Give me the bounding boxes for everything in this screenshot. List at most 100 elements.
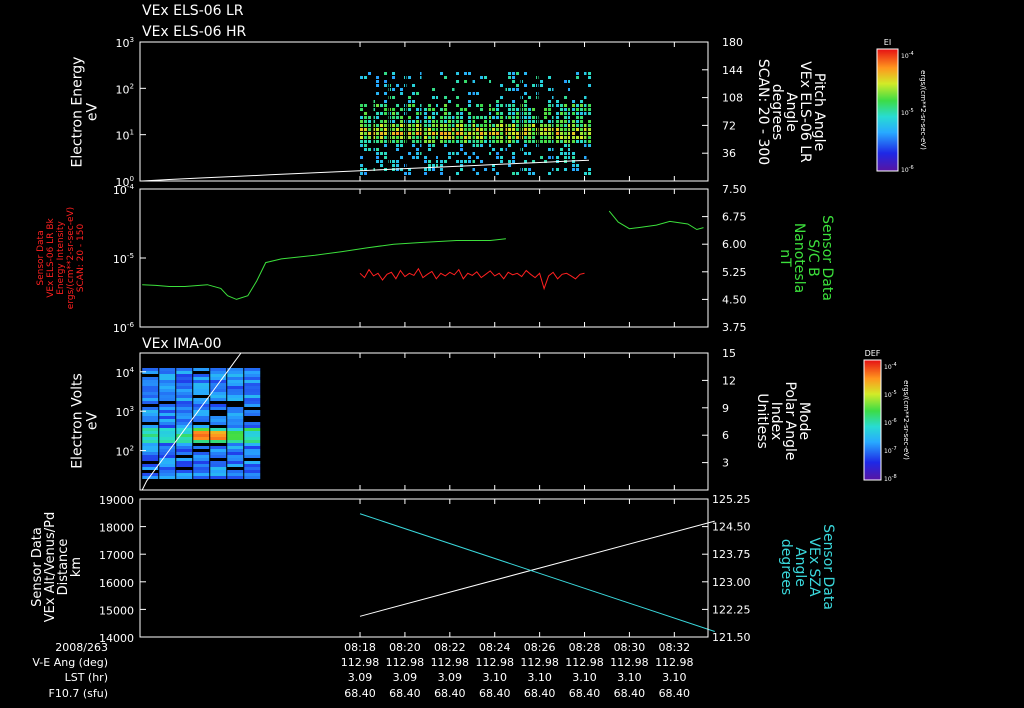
spectrogram-bin [159,383,176,386]
colorbar-stripe [877,130,898,132]
footer-row-label: 2008/263 [55,641,108,654]
spectrogram-bin [384,80,388,83]
spectrogram-bin [456,140,460,143]
spectrogram-bin [468,104,472,107]
spectrogram-bin [244,410,261,413]
colorbar-stripe [864,387,881,389]
spectrogram-bin [428,120,432,123]
spectrogram-bin [396,116,400,119]
colorbar-stripe [864,418,881,420]
spectrogram-bin [572,160,576,163]
panel-1-right-label-line: degrees [769,84,785,140]
y-tick-label: 10-4 [113,182,135,197]
spectrogram-bin [364,148,368,151]
colorbar-stripe [877,158,898,160]
spectrogram-bin [412,132,416,135]
spectrogram-bin [159,407,176,410]
colorbar-stripe [864,471,881,473]
spectrogram-bin [428,144,432,147]
spectrogram-bin [468,124,472,127]
spectrogram-bin [540,136,544,139]
spectrogram-bin [142,467,159,470]
spectrogram-bin [500,104,504,107]
spectrogram-bin [540,128,544,131]
footer-f107-value: 68.40 [344,687,376,700]
spectrogram-bin [376,80,380,83]
spectrogram-bin [380,104,384,107]
spectrogram-bin [176,380,193,383]
colorbar-label: EI [884,38,891,47]
spectrogram-bin [436,164,440,167]
spectrogram-bin [456,80,460,83]
colorbar-stripe [864,462,881,464]
colorbar-stripe [864,393,881,395]
spectrogram-bin [227,422,244,425]
colorbar-stripe [877,100,898,102]
panel-4-ylabel-line: km [69,557,84,577]
spectrogram-bin [572,140,576,143]
spectrogram-bin [544,108,548,111]
time-tick-label: 08:24 [479,641,511,654]
spectrogram-bin [568,136,572,139]
colorbar-stripe [864,432,881,434]
spectrogram-bin [176,377,193,380]
spectrogram-bin [508,136,512,139]
colorbar-stripe [864,455,881,457]
colorbar-stripe [877,93,898,95]
spectrogram-bin [396,136,400,139]
spectrogram-bin [456,72,460,75]
spectrogram-bin [368,136,372,139]
spectrogram-bin [392,76,396,79]
spectrogram-bin [176,473,193,476]
spectrogram-bin [142,464,159,467]
colorbar-stripe [864,409,881,411]
spectrogram-bin [384,132,388,135]
spectrogram-bin [244,371,261,374]
spectrogram-bin [456,120,460,123]
spectrogram-bin [580,124,584,127]
spectrogram-bin [142,425,159,428]
colorbar-stripe [877,153,898,155]
spectrogram-bin [380,120,384,123]
spectrogram-bin [448,136,452,139]
spectrogram-bin [424,124,428,127]
spectrogram-bin [244,380,261,383]
spectrogram-bin [564,144,568,147]
colorbar-stripe [877,140,898,142]
spectrogram-bin [524,136,528,139]
colorbar-stripe [864,388,881,390]
spectrogram-bin [376,112,380,115]
colorbar-stripe [877,102,898,104]
spectrogram-bin [512,100,516,103]
colorbar-stripe [877,88,898,90]
spectrogram-bin [210,434,227,437]
spectrogram-bin [428,148,432,151]
spectrogram-bin [460,108,464,111]
spectrogram-bin [484,140,488,143]
spectrogram-bin [472,124,476,127]
right-tick-label: 6.00 [722,238,747,251]
spectrogram-bin [452,128,456,131]
colorbar-stripe [877,131,898,133]
spectrogram-bin [210,473,227,476]
spectrogram-bin [456,160,460,163]
spectrogram-bin [176,440,193,443]
spectrogram-bin [368,120,372,123]
colorbar-stripe [877,159,898,161]
spectrogram-bin [244,449,261,452]
scan-gap [586,62,589,171]
spectrogram-bin [210,476,227,479]
spectrogram-bin [408,132,412,135]
spectrogram-bin [396,148,400,151]
spectrogram-bin [396,144,400,147]
spectrogram-bin [556,120,560,123]
spectrogram-bin [584,108,588,111]
spectrogram-bin [408,108,412,111]
spectrogram-bin [476,144,480,147]
colorbar-stripe [864,435,881,437]
colorbar-stripe [864,367,881,369]
spectrogram-bin [376,136,380,139]
spectrogram-bin [210,413,227,416]
time-tick-label: 08:22 [434,641,466,654]
footer-vea-value: 112.98 [565,656,604,669]
